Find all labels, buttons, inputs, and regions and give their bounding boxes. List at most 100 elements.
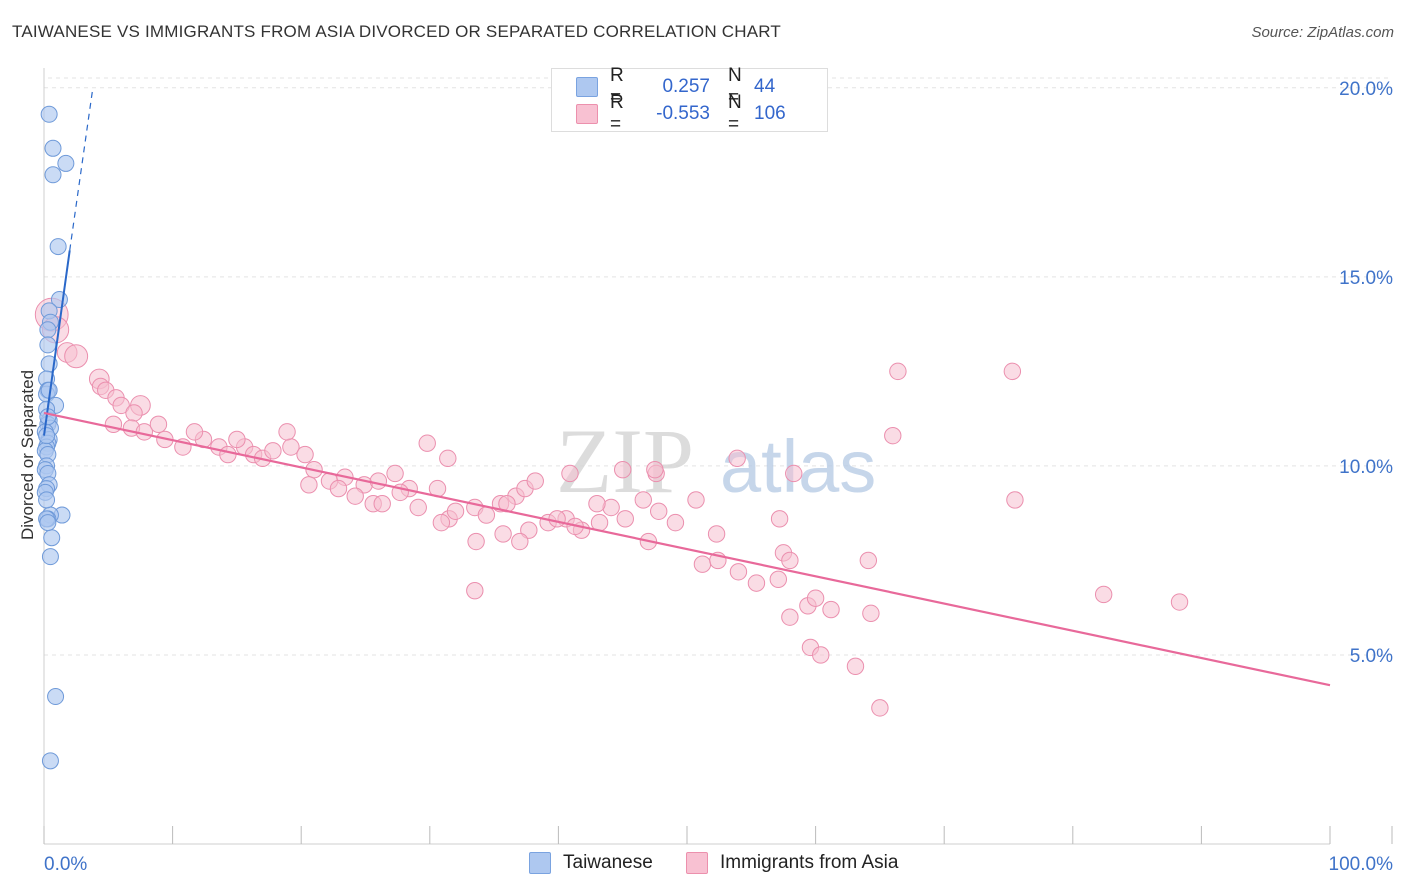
y-tick-label: 15.0%	[1339, 268, 1393, 289]
immigrants-point	[329, 479, 348, 498]
immigrants-point	[125, 404, 143, 422]
immigrants-point	[770, 510, 789, 528]
correlation-legend: R = 0.257 N = 44 R = -0.553 N = 106	[551, 65, 828, 135]
immigrants-point	[781, 551, 799, 570]
n-label: N =	[728, 92, 742, 135]
immigrants-trend-line	[43, 411, 1331, 687]
trend-lines	[43, 87, 1331, 687]
immigrants-point	[228, 430, 246, 449]
r-label: R =	[610, 92, 624, 135]
immigrants-point	[650, 502, 668, 520]
immigrants-point	[300, 476, 318, 494]
immigrants-point	[296, 445, 314, 464]
x-tick-label: 100.0%	[1329, 854, 1394, 875]
immigrants-point	[432, 513, 451, 532]
immigrants-point	[373, 495, 391, 513]
immigrants-point	[1170, 593, 1189, 611]
tick-labels: 5.0% 10.0% 15.0% 20.0% 0.0% 100.0%	[44, 79, 1393, 875]
immigrants-point	[588, 495, 606, 513]
immigrants-point	[264, 442, 282, 460]
immigrants-point	[548, 510, 566, 528]
taiwanese-point	[49, 238, 67, 256]
immigrants-point	[747, 574, 766, 592]
r-label: R =	[610, 65, 624, 108]
immigrants-point	[785, 464, 803, 483]
immigrants-point	[884, 426, 902, 445]
watermark-zip: ZIP	[556, 410, 694, 512]
taiwanese-trend-line	[43, 250, 71, 436]
immigrants-point	[219, 445, 237, 464]
immigrants-point	[634, 491, 652, 509]
immigrants-point	[494, 525, 512, 543]
immigrants-point	[666, 513, 685, 532]
taiwanese-point	[40, 105, 58, 123]
legend-label-immigrants: Immigrants from Asia	[720, 852, 899, 873]
immigrants-points	[34, 297, 1189, 717]
y-axis-label: Divorced or Separated	[18, 369, 37, 541]
immigrants-point	[862, 604, 880, 623]
immigrants-point	[769, 570, 788, 589]
y-tick-label: 10.0%	[1339, 457, 1393, 478]
taiwanese-points	[36, 105, 75, 770]
immigrants-point	[1006, 491, 1024, 509]
immigrants-point	[561, 464, 579, 483]
taiwanese-point	[57, 154, 75, 172]
taiwanese-point	[43, 529, 61, 547]
immigrants-point	[614, 460, 632, 479]
y-tick-label: 20.0%	[1339, 79, 1393, 100]
legend-item-taiwanese[interactable]: Taiwanese	[529, 852, 653, 874]
taiwanese-point	[41, 548, 59, 566]
immigrants-point	[871, 699, 889, 717]
immigrants-swatch	[576, 104, 598, 124]
immigrants-swatch	[686, 852, 708, 874]
immigrants-point	[646, 460, 664, 479]
immigrants-point	[346, 487, 364, 505]
immigrants-point	[477, 506, 496, 524]
immigrants-point	[693, 555, 712, 573]
immigrants-point	[520, 521, 538, 539]
taiwanese-point	[44, 139, 62, 157]
immigrants-point	[729, 563, 748, 581]
taiwanese-point	[44, 166, 62, 184]
immigrants-point	[386, 464, 404, 483]
immigrants-point	[409, 498, 427, 517]
immigrants-point	[446, 502, 465, 520]
immigrants-point	[822, 600, 840, 619]
n-value-taiwanese: 44	[754, 76, 776, 97]
immigrants-point	[781, 608, 799, 626]
immigrants-point	[526, 472, 544, 490]
immigrants-point	[728, 449, 746, 468]
taiwanese-swatch	[529, 852, 551, 874]
immigrants-point	[185, 423, 204, 441]
taiwanese-point	[38, 427, 56, 445]
immigrants-point	[418, 434, 436, 452]
immigrants-point	[616, 510, 634, 528]
taiwanese-trend-extension	[69, 87, 94, 251]
r-value-immigrants: -0.553	[656, 103, 710, 124]
source-label: Source: ZipAtlas.com	[1251, 24, 1394, 41]
immigrants-point	[1003, 362, 1022, 381]
immigrants-point	[812, 646, 830, 664]
immigrants-point	[511, 532, 529, 551]
x-tick-label: 0.0%	[44, 854, 87, 875]
immigrants-point	[149, 415, 168, 434]
legend-label-taiwanese: Taiwanese	[563, 852, 653, 873]
immigrants-point	[466, 581, 484, 600]
taiwanese-point	[41, 752, 59, 770]
taiwanese-swatch	[576, 77, 598, 97]
chart-title: TAIWANESE VS IMMIGRANTS FROM ASIA DIVORC…	[12, 22, 781, 41]
n-label: N =	[728, 65, 742, 108]
taiwanese-point	[39, 336, 57, 354]
legend-row-taiwanese: R = 0.257 N = 44	[576, 65, 794, 108]
series-legend: Taiwanese Immigrants from Asia	[0, 852, 1406, 876]
immigrants-point	[112, 396, 130, 415]
immigrants-point	[439, 449, 457, 468]
immigrants-point	[846, 657, 865, 675]
taiwanese-point	[38, 491, 56, 509]
immigrants-point	[467, 532, 485, 551]
taiwanese-point	[39, 514, 57, 532]
legend-item-immigrants[interactable]: Immigrants from Asia	[686, 852, 898, 874]
immigrants-point	[889, 362, 907, 381]
taiwanese-point	[47, 688, 65, 706]
